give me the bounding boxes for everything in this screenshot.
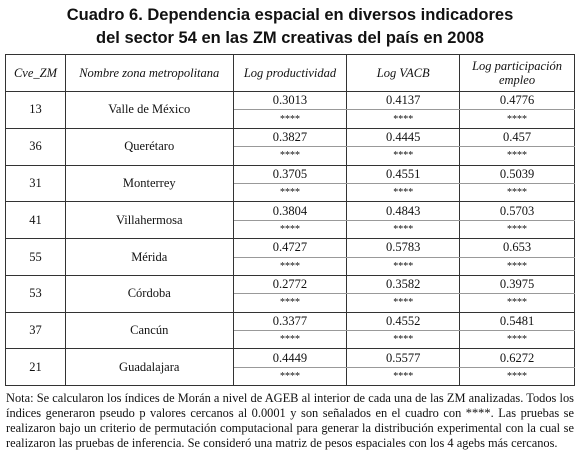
value-cell: 0.3582	[346, 274, 461, 295]
significance-cell: ****	[459, 293, 575, 313]
value-cell: 0.5039	[459, 164, 575, 184]
column-header: Log productividad	[232, 54, 348, 92]
significance-cell: ****	[459, 366, 575, 387]
title-line: del sector 54 en las ZM creativas del pa…	[96, 29, 484, 47]
significance-cell: ****	[346, 182, 461, 203]
name-cell: Guadalajara	[64, 348, 234, 387]
significance-cell: ****	[459, 219, 575, 240]
cve-cell: 55	[5, 238, 66, 276]
name-cell: Valle de México	[64, 91, 234, 129]
value-cell: 0.4551	[346, 164, 461, 184]
value-cell: 0.4843	[346, 201, 461, 221]
note: Nota: Se calcularon los índices de Morán…	[6, 391, 574, 451]
significance-cell: ****	[346, 256, 461, 276]
value-cell: 0.653	[459, 238, 575, 258]
row: 21 Guadalajara 0.4449 0.5577 0.6272	[5, 348, 575, 387]
significance-row: **** **** ****	[6, 219, 575, 240]
significance-row: **** **** ****	[6, 293, 575, 313]
column-header: Log VACB	[346, 54, 461, 92]
value-cell: 0.3975	[459, 274, 575, 295]
value-cell: 0.4445	[346, 127, 461, 148]
significance-cell: ****	[232, 109, 348, 129]
value-cell: 0.4137	[346, 90, 461, 111]
cve-cell: 21	[5, 348, 66, 387]
name-cell: Cancún	[64, 311, 234, 350]
name-cell: Mérida	[64, 238, 234, 276]
cve-cell: 37	[5, 311, 66, 350]
row: 37 Cancún 0.3377 0.4552 0.5481	[5, 311, 575, 350]
value-cell: 0.3013	[232, 90, 348, 111]
value-cell: 0.3827	[232, 127, 348, 148]
value-cell: 0.457	[459, 127, 575, 148]
significance-cell: ****	[459, 109, 575, 129]
value-cell: 0.6272	[459, 348, 575, 368]
value-cell: 0.3804	[232, 201, 348, 221]
value-cell: 0.4552	[346, 311, 461, 332]
title: Cuadro 6. Dependencia espacial en divers…	[0, 0, 580, 50]
significance-cell: ****	[459, 330, 575, 350]
row: 55 Mérida 0.4727 0.5783 0.653	[5, 238, 575, 276]
significance-cell: ****	[232, 330, 348, 350]
significance-row: **** **** ****	[6, 182, 575, 203]
significance-cell: ****	[232, 146, 348, 166]
value-cell: 0.4727	[232, 238, 348, 258]
row: 36 Querétaro 0.3827 0.4445 0.457	[5, 127, 575, 166]
row: 41 Villahermosa 0.3804 0.4843 0.5703	[5, 201, 575, 240]
significance-cell: ****	[346, 109, 461, 129]
title-line: Cuadro 6. Dependencia espacial en divers…	[66, 6, 514, 24]
row: 31 Monterrey 0.3705 0.4551 0.5039	[5, 164, 575, 203]
name-cell: Villahermosa	[64, 201, 234, 240]
significance-cell: ****	[232, 366, 348, 387]
significance-cell: ****	[232, 182, 348, 203]
table-body: 13 Valle de México 0.3013 0.4137 0.4776 **** *…	[5, 90, 575, 387]
value-cell: 0.5703	[459, 201, 575, 221]
cve-cell: 41	[5, 201, 66, 240]
significance-cell: ****	[346, 293, 461, 313]
value-cell: 0.3377	[232, 311, 348, 332]
significance-cell: ****	[459, 256, 575, 276]
header-row: Cve_ZM Nombre zona metropolitana Log pro…	[5, 54, 575, 92]
significance-cell: ****	[232, 293, 348, 313]
significance-cell: ****	[346, 219, 461, 240]
value-cell: 0.4776	[459, 90, 575, 111]
name-cell: Querétaro	[64, 127, 234, 166]
value-cell: 0.3705	[232, 164, 348, 184]
column-header: Log participación empleo	[459, 54, 575, 92]
value-cell: 0.2772	[232, 274, 348, 295]
column-header: Cve_ZM	[5, 54, 66, 92]
significance-cell: ****	[232, 219, 348, 240]
significance-cell: ****	[346, 330, 461, 350]
significance-cell: ****	[346, 146, 461, 166]
significance-cell: ****	[346, 366, 461, 387]
significance-cell: ****	[459, 182, 575, 203]
row: 13 Valle de México 0.3013 0.4137 0.4776	[5, 90, 575, 129]
column-header: Nombre zona metropolitana	[64, 54, 234, 92]
significance-cell: ****	[232, 256, 348, 276]
significance-row: **** **** ****	[6, 366, 575, 387]
value-cell: 0.5481	[459, 311, 575, 332]
cve-cell: 13	[5, 91, 66, 129]
significance-cell: ****	[459, 146, 575, 166]
row: 53 Córdoba 0.2772 0.3582 0.3975	[5, 274, 575, 313]
cve-cell: 31	[5, 164, 66, 203]
name-cell: Monterrey	[64, 164, 234, 203]
value-cell: 0.5783	[346, 238, 461, 258]
cve-cell: 53	[5, 274, 66, 313]
name-cell: Córdoba	[64, 274, 234, 313]
cve-cell: 36	[5, 127, 66, 166]
significance-row: **** **** ****	[6, 109, 575, 129]
value-cell: 0.5577	[346, 348, 461, 368]
value-cell: 0.4449	[232, 348, 348, 368]
table: Cve_ZM Nombre zona metropolitana Log pro…	[5, 54, 575, 387]
